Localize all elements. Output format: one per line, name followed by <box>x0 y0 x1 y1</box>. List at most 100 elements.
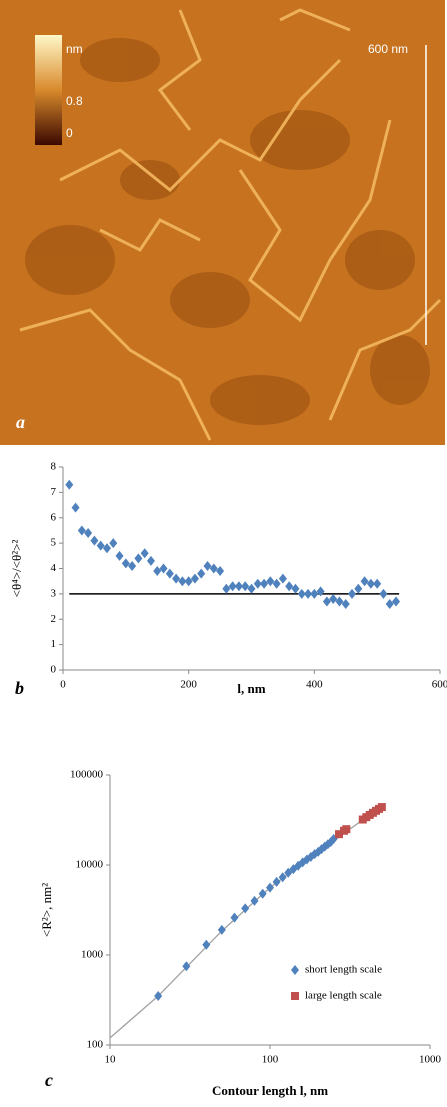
point <box>140 548 149 559</box>
x-tick-label: 1000 <box>419 1054 442 1066</box>
y-tick-label: 100000 <box>70 769 104 781</box>
point <box>154 991 163 1002</box>
point <box>335 830 344 839</box>
x-tick-label: 100 <box>262 1054 279 1066</box>
point <box>341 599 350 610</box>
point <box>109 538 118 549</box>
point <box>329 593 338 604</box>
point <box>297 588 306 599</box>
legend-label: large length scale <box>305 990 382 1002</box>
point <box>230 912 239 923</box>
y-axis-label: <R²>, nm² <box>39 883 54 937</box>
y-tick-label: 1 <box>51 638 57 650</box>
colorbar-label: 0.8 <box>66 94 83 108</box>
point <box>115 550 124 561</box>
y-axis-label: <θ⁴>/<θ²>² <box>9 540 24 598</box>
x-axis-label: Contour length l, nm <box>212 1083 328 1098</box>
legend-marker <box>291 965 299 975</box>
point <box>379 588 388 599</box>
scale-bar-label: 600 nm <box>368 42 408 56</box>
point <box>217 924 226 935</box>
y-tick-label: 0 <box>51 664 57 676</box>
x-tick-label: 10 <box>105 1054 117 1066</box>
point <box>377 803 386 812</box>
panel-label: c <box>45 1070 53 1090</box>
point <box>65 479 74 490</box>
x-axis-label: l, nm <box>237 681 265 696</box>
point <box>146 555 155 566</box>
point <box>228 581 237 592</box>
y-tick-label: 3 <box>51 587 57 599</box>
point <box>209 563 218 574</box>
point <box>222 583 231 594</box>
point <box>102 543 111 554</box>
point <box>266 576 275 587</box>
point <box>258 888 267 899</box>
y-tick-label: 4 <box>51 562 57 574</box>
colorbar <box>35 35 62 145</box>
point <box>304 588 313 599</box>
point <box>241 581 250 592</box>
point <box>96 540 105 551</box>
point <box>316 586 325 597</box>
point <box>285 581 294 592</box>
point <box>178 576 187 587</box>
point <box>90 535 99 546</box>
point <box>278 872 287 883</box>
point <box>260 578 269 589</box>
x-tick-label: 600 <box>432 679 447 691</box>
point <box>202 939 211 950</box>
point <box>322 596 331 607</box>
legend-marker <box>291 992 299 1000</box>
y-tick-label: 8 <box>51 461 57 473</box>
point <box>241 903 250 914</box>
point <box>360 576 369 587</box>
y-tick-label: 6 <box>51 511 57 523</box>
point <box>272 876 281 887</box>
point <box>71 502 80 513</box>
point <box>121 558 130 569</box>
point <box>203 560 212 571</box>
x-tick-label: 200 <box>180 679 197 691</box>
point <box>250 895 259 906</box>
y-tick-label: 10000 <box>76 859 104 871</box>
point <box>159 563 168 574</box>
x-tick-label: 0 <box>60 679 66 691</box>
point <box>373 578 382 589</box>
point <box>84 527 93 538</box>
y-tick-label: 1000 <box>81 949 104 961</box>
y-tick-label: 100 <box>87 1039 104 1051</box>
point <box>134 553 143 564</box>
legend-label: short length scale <box>305 964 382 976</box>
panel-label: b <box>15 678 24 698</box>
point <box>342 825 351 834</box>
point <box>392 596 401 607</box>
point <box>190 573 199 584</box>
point <box>366 578 375 589</box>
afm-image: nm 0.8 0 600 nm a <box>0 0 445 445</box>
point <box>216 566 225 577</box>
point <box>77 525 86 536</box>
point <box>272 578 281 589</box>
point <box>197 568 206 579</box>
colorbar-unit: nm <box>66 42 83 56</box>
point <box>184 576 193 587</box>
point <box>165 568 174 579</box>
point <box>348 588 357 599</box>
point <box>128 560 137 571</box>
point <box>234 581 243 592</box>
point <box>278 573 287 584</box>
point <box>182 961 191 972</box>
panel-label: a <box>16 412 25 432</box>
point <box>354 583 363 594</box>
colorbar-label: 0 <box>66 126 73 140</box>
y-tick-label: 2 <box>51 613 57 625</box>
point <box>335 596 344 607</box>
point <box>284 867 293 878</box>
y-tick-label: 7 <box>51 486 57 498</box>
point <box>291 583 300 594</box>
point <box>310 588 319 599</box>
point <box>385 599 394 610</box>
point <box>253 578 262 589</box>
